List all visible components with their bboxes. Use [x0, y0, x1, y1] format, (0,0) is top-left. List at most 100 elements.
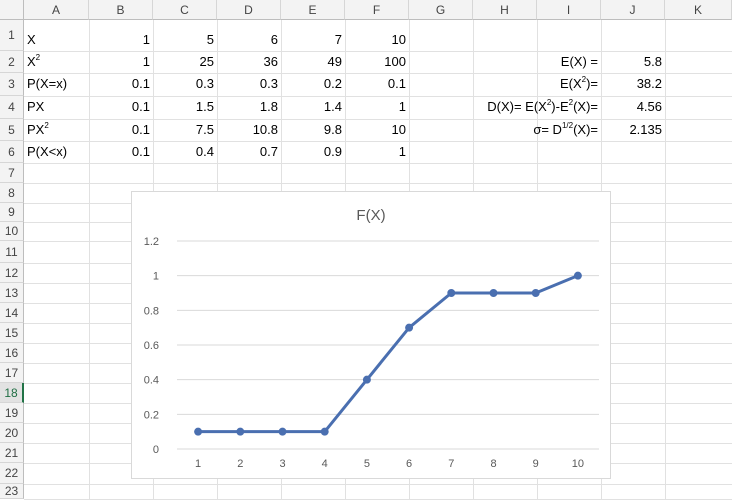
row-header-16[interactable]: 16	[0, 343, 24, 363]
cell-I4-b: )-E	[551, 99, 569, 114]
cell-B4[interactable]: 0.1	[131, 99, 150, 114]
series-line	[196, 274, 580, 434]
cell-A3[interactable]: P(X=x)	[27, 76, 68, 91]
cell-F3[interactable]: 0.1	[387, 76, 406, 91]
column-header-C[interactable]: C	[153, 0, 217, 20]
cell-C5[interactable]: 7.5	[195, 122, 214, 137]
row-header-21[interactable]: 21	[0, 443, 24, 463]
cell-J4[interactable]: 4.56	[636, 99, 662, 114]
data-point	[320, 427, 329, 436]
row-header-3[interactable]: 3	[0, 73, 24, 96]
select-all-corner[interactable]	[0, 0, 24, 20]
x-tick-label: 2	[237, 458, 243, 470]
row-header-18[interactable]: 18	[0, 383, 24, 403]
column-header-B[interactable]: B	[89, 0, 153, 20]
cell-I2[interactable]: E(X) =	[560, 54, 598, 69]
cell-B3[interactable]: 0.1	[131, 76, 150, 91]
row-header-22[interactable]: 22	[0, 463, 24, 484]
cell-A4[interactable]: PX	[27, 99, 45, 114]
row-header-17[interactable]: 17	[0, 363, 24, 383]
cell-E4[interactable]: 1.4	[323, 99, 342, 114]
row-header-8[interactable]: 8	[0, 183, 24, 203]
row-header-23[interactable]: 23	[0, 484, 24, 499]
cell-F4[interactable]: 1	[398, 99, 406, 114]
grid-hline	[24, 183, 732, 184]
cell-D4[interactable]: 1.8	[259, 99, 278, 114]
cell-B2[interactable]: 1	[142, 54, 150, 69]
column-header-G[interactable]: G	[409, 0, 473, 20]
cell-I4-a: D(X)= E(X	[487, 99, 547, 114]
row-header-19[interactable]: 19	[0, 403, 24, 423]
cell-A5[interactable]: PX2	[24, 119, 89, 141]
cell-E1[interactable]: 7	[334, 32, 342, 47]
cell-I3-b: )=	[586, 76, 598, 91]
row-header-6[interactable]: 6	[0, 141, 24, 163]
cell-B6[interactable]: 0.1	[131, 144, 150, 159]
cell-D1[interactable]: 6	[270, 32, 278, 47]
row-header-4[interactable]: 4	[0, 96, 24, 119]
cell-D3[interactable]: 0.3	[259, 76, 278, 91]
y-tick-label: 1	[153, 271, 159, 283]
cell-E5[interactable]: 9.8	[323, 122, 342, 137]
cell-A5-sup: 2	[44, 120, 49, 130]
cell-D6[interactable]: 0.7	[259, 144, 278, 159]
cell-I4[interactable]: D(X)= E(X2)-E2(X)=	[440, 96, 601, 118]
cell-I5[interactable]: σ= D1/2(X)=	[473, 119, 601, 141]
grid-hline	[24, 73, 732, 74]
cell-A5-base: PX	[27, 122, 45, 137]
cell-F5[interactable]: 10	[391, 122, 406, 137]
row-header-12[interactable]: 12	[0, 263, 24, 283]
cell-D2[interactable]: 36	[263, 54, 278, 69]
cell-I3[interactable]: E(X2)=	[473, 73, 601, 95]
cell-F6[interactable]: 1	[398, 144, 406, 159]
row-header-7[interactable]: 7	[0, 163, 24, 183]
cell-A1[interactable]: X	[27, 32, 36, 47]
cell-B1[interactable]: 1	[142, 32, 150, 47]
row-header-5[interactable]: 5	[0, 119, 24, 141]
cell-A6[interactable]: P(X<x)	[27, 144, 68, 159]
cell-I4-c: (X)=	[573, 99, 598, 114]
cell-F2[interactable]: 100	[384, 54, 406, 69]
column-header-E[interactable]: E	[281, 0, 345, 20]
row-header-10[interactable]: 10	[0, 222, 24, 241]
cell-J2[interactable]: 5.8	[643, 54, 662, 69]
cell-D5[interactable]: 10.8	[252, 122, 278, 137]
line-chart[interactable]: F(X) 0 0.2 0.4 0.6 0.8 1 1.2 1 2 3 4 5 6 7 8 9 10	[131, 191, 611, 479]
cell-E2[interactable]: 49	[327, 54, 342, 69]
x-tick-label: 7	[448, 458, 454, 470]
cell-I4-sup1: 2	[546, 97, 552, 107]
row-header-15[interactable]: 15	[0, 323, 24, 343]
grid-hline	[24, 51, 732, 52]
cell-A2[interactable]: X2	[24, 51, 89, 73]
y-tick-label: 0.6	[144, 340, 159, 352]
cell-C4[interactable]: 1.5	[195, 99, 214, 114]
row-header-13[interactable]: 13	[0, 283, 24, 303]
row-header-11[interactable]: 11	[0, 241, 24, 263]
column-header-A[interactable]: A	[24, 0, 89, 20]
cell-B5[interactable]: 0.1	[131, 122, 150, 137]
row-header-20[interactable]: 20	[0, 423, 24, 443]
cell-C1[interactable]: 5	[206, 32, 214, 47]
row-header-2[interactable]: 2	[0, 51, 24, 73]
row-header-9[interactable]: 9	[0, 203, 24, 222]
y-tick-label: 0.4	[144, 375, 159, 387]
column-header-I[interactable]: I	[537, 0, 601, 20]
cell-E3[interactable]: 0.2	[323, 76, 342, 91]
column-header-D[interactable]: D	[217, 0, 281, 20]
column-header-H[interactable]: H	[473, 0, 537, 20]
cell-C6[interactable]: 0.4	[195, 144, 214, 159]
cell-C2[interactable]: 25	[199, 54, 214, 69]
row-header-1[interactable]: 1	[0, 20, 24, 51]
column-header-F[interactable]: F	[345, 0, 409, 20]
cell-E6[interactable]: 0.9	[323, 144, 342, 159]
x-tick-label: 10	[572, 458, 584, 470]
column-header-J[interactable]: J	[601, 0, 665, 20]
cell-J3[interactable]: 38.2	[636, 76, 662, 91]
row-header-14[interactable]: 14	[0, 303, 24, 323]
cell-J5[interactable]: 2.135	[629, 122, 662, 137]
cell-C3[interactable]: 0.3	[195, 76, 214, 91]
data-point	[447, 289, 456, 297]
column-header-K[interactable]: K	[665, 0, 732, 20]
cell-F1[interactable]: 10	[391, 32, 406, 47]
